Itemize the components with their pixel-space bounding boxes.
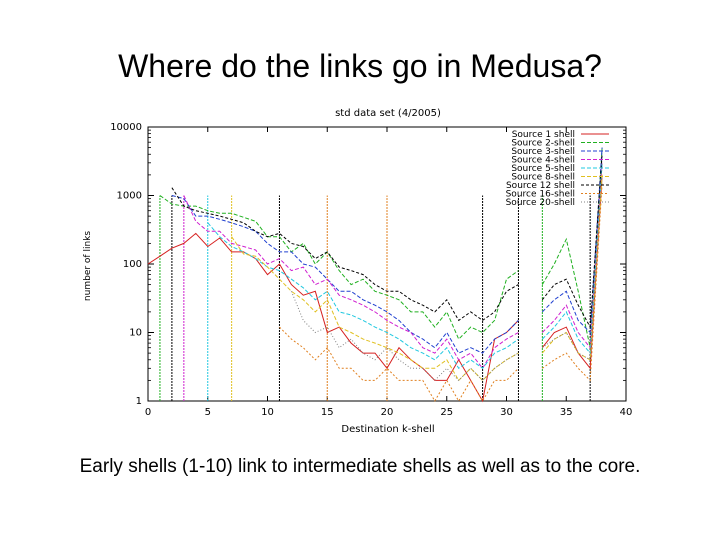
- x-tick-label: 20: [381, 407, 394, 418]
- legend-label: Source 12 shell: [506, 181, 575, 191]
- series-line-2: [159, 195, 519, 340]
- legend-label: Source 2-shell: [511, 139, 575, 149]
- x-tick-label: 35: [560, 407, 573, 418]
- x-tick-label: 15: [321, 407, 334, 418]
- series-line-5: [207, 222, 519, 370]
- slide-title: Where do the links go in Medusa?: [118, 48, 602, 84]
- series-line-8: [279, 326, 519, 402]
- links-chart: std data set (4/2005) Destination k-shel…: [83, 108, 632, 435]
- y-tick-label: 10: [129, 328, 142, 339]
- legend-label: Source 16-shell: [506, 190, 575, 200]
- x-tick-label: 5: [205, 407, 211, 418]
- slide-caption: Early shells (1-10) link to intermediate…: [79, 456, 641, 477]
- x-tick-label: 10: [261, 407, 274, 418]
- series-line-9: [542, 162, 603, 361]
- x-tick-label: 0: [145, 407, 151, 418]
- series-line-6: [231, 236, 519, 382]
- legend-label: Source 20-shell: [506, 198, 575, 208]
- series-line-8: [542, 183, 603, 382]
- y-tick-label: 10000: [110, 122, 142, 133]
- y-tick-label: 1: [136, 396, 142, 407]
- legend-label: Source 4-shell: [511, 156, 575, 166]
- legend-label: Source 5-shell: [511, 164, 575, 174]
- series-line-7: [541, 154, 603, 329]
- series-line-6: [541, 174, 603, 361]
- plot-area: 0 5 10 15 20 25 30 35 40 1 10 100 1000 10000: [110, 122, 632, 418]
- y-tick-label: 100: [123, 259, 142, 270]
- series-line-4: [183, 195, 519, 370]
- legend-label: Source 3-shell: [511, 147, 575, 157]
- chart-title: std data set (4/2005): [335, 108, 441, 119]
- x-tick-label: 30: [500, 407, 513, 418]
- y-axis-label: number of links: [83, 231, 93, 301]
- series-line-3: [171, 195, 519, 354]
- x-axis-label: Destination k-shell: [341, 424, 434, 435]
- series-line-9: [290, 291, 519, 382]
- legend-label: Source 1 shell: [512, 130, 575, 140]
- x-tick-label: 40: [620, 407, 633, 418]
- series-line-7: [171, 187, 519, 322]
- legend-label: Source 8-shell: [511, 173, 575, 183]
- y-tick-label: 1000: [117, 191, 142, 202]
- series-line-1: [147, 232, 519, 403]
- x-tick-label: 25: [440, 407, 453, 418]
